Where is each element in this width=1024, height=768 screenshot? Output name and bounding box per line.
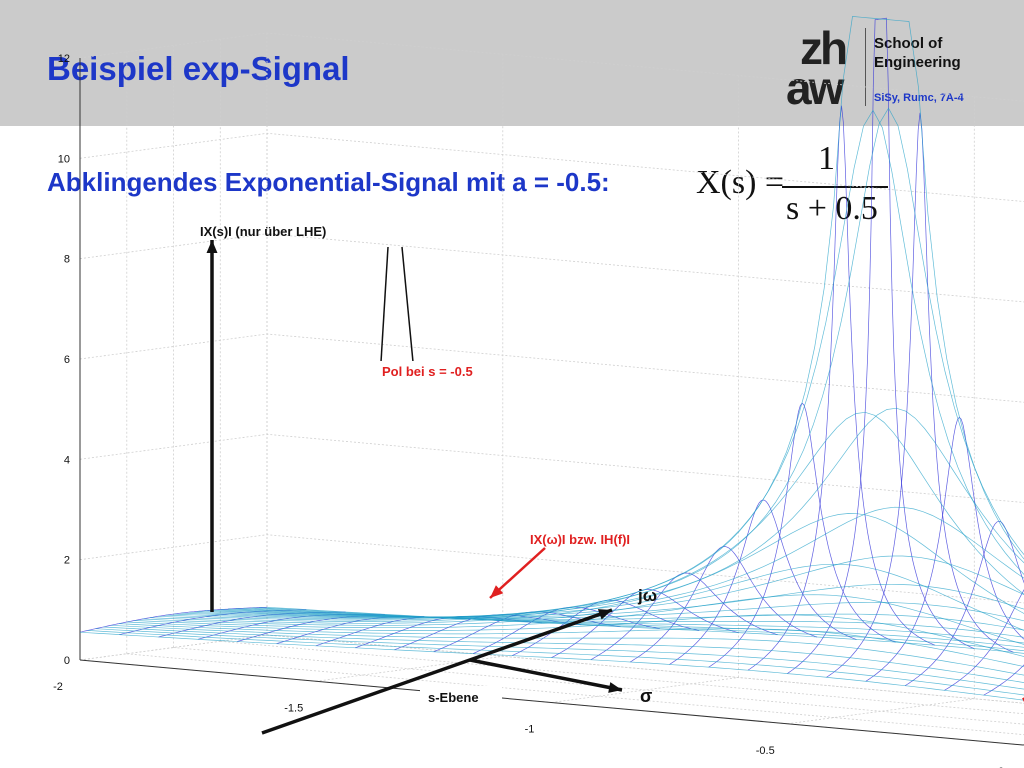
fourier-arrow-head [490, 585, 504, 598]
mesh-line-omega [181, 107, 1024, 619]
mesh-line-sigma [708, 402, 896, 668]
mesh-line-omega [173, 16, 1024, 620]
sigma-label: σ [640, 686, 652, 706]
fourier-label: IX(ω)I bzw. IH(f)I [530, 532, 630, 547]
grid-line-z [79, 233, 1024, 303]
jw-axis-arrow-head [597, 609, 612, 620]
pole-leader-right [401, 246, 414, 363]
grid-line-z [79, 534, 1024, 604]
mesh-line-omega [212, 583, 1024, 618]
formula-numerator: 1 [818, 140, 835, 177]
mesh-line-omega [196, 506, 1024, 618]
mesh-line-omega [204, 555, 1024, 618]
transfer-function-formula: X(s) = 1 s + 0.5 [690, 140, 910, 230]
sigma-tick-label: 0 [998, 766, 1004, 768]
header-bar [0, 0, 1024, 126]
logo-top-text: zh [800, 26, 846, 74]
sigma-tick-label: -0.5 [756, 745, 775, 757]
plot-box-grid [79, 32, 1024, 746]
grid-line-z [79, 433, 1024, 503]
sigma-axis-arrow-head [608, 682, 622, 693]
mesh-line-sigma [983, 664, 1024, 696]
mesh-line-omega [189, 407, 1024, 618]
pole-label: Pol bei s = -0.5 [382, 364, 473, 379]
z-tick-label: 2 [64, 555, 70, 567]
z-tick-label: 12 [58, 53, 70, 65]
school-name: School of Engineering [874, 34, 961, 72]
mesh-line-omega [103, 626, 1024, 683]
z-tick-label: 0 [64, 655, 70, 667]
sigma-tick-label: -2 [53, 681, 63, 693]
mesh-line-omega [111, 624, 1024, 676]
z-tick-label: 6 [64, 354, 70, 366]
jw-axis-arrow [261, 608, 613, 735]
magnitude-axis-arrow-head [206, 240, 218, 253]
mesh-line-sigma [747, 105, 936, 671]
sigma-tick-label: -1.5 [284, 702, 303, 714]
sigma-tick-label: -1 [525, 724, 535, 736]
mesh-line-omega [87, 630, 1024, 696]
mesh-line-omega [134, 594, 1024, 645]
subtitle: Abklingendes Exponential-Signal mit a = … [47, 167, 610, 197]
logo-divider [865, 28, 866, 106]
mesh-line-omega [95, 628, 1024, 690]
school-line-2: Engineering [874, 54, 961, 71]
jw-label: jω [637, 586, 657, 605]
mesh-line-sigma [787, 17, 975, 674]
floor-grid-sigma [551, 677, 739, 703]
plane-label: s-Ebene [428, 690, 479, 705]
mesh-line-omega [79, 631, 1024, 701]
grid-line-z [79, 32, 1024, 102]
zhaw-logo: zh aw [786, 26, 849, 106]
pole-leader-left [380, 246, 389, 363]
mesh-line-omega [150, 513, 1024, 624]
grid-line-z [79, 132, 1024, 202]
magnitude-label: IX(s)I (nur über LHE) [200, 224, 326, 239]
mesh-line-omega [266, 606, 1024, 654]
slide-reference: SiSy, Rumc, 7A-4 [874, 92, 964, 104]
plane-label-bg [420, 686, 502, 708]
z-tick-label: 10 [58, 153, 70, 165]
sigma-axis-line [79, 659, 1024, 746]
mesh-line-sigma [669, 499, 857, 665]
annotation-layer: IX(s)I (nur über LHE) Pol bei s = -0.5 IX(… [200, 224, 1024, 735]
page-title: Beispiel exp-Signal [47, 50, 350, 87]
z-tick-label: 4 [64, 454, 70, 466]
grid-line-z [79, 333, 1024, 403]
mesh-line-omega [142, 563, 1024, 631]
surface-mesh [79, 16, 1024, 701]
school-line-1: School of [874, 35, 943, 52]
floor-grid-omega [126, 653, 1024, 736]
floor-grid-sigma [787, 698, 975, 725]
pole-label-bg [376, 361, 502, 381]
logo-bottom-text: aw [786, 62, 845, 106]
z-tick-label: 8 [64, 254, 70, 266]
formula-lhs: X(s) = [696, 164, 785, 201]
floor-grid-omega [173, 647, 1024, 725]
sigma-axis-arrow [469, 658, 623, 692]
